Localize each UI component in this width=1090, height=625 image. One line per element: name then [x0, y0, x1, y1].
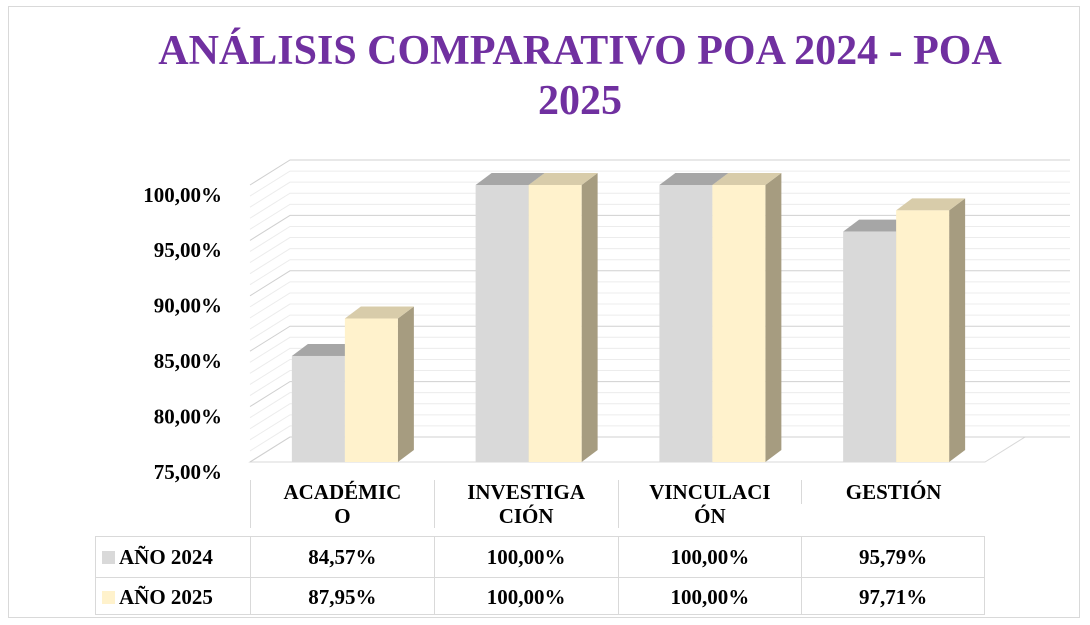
legend-entry: AÑO 2024 [95, 536, 250, 577]
bar [475, 185, 529, 462]
value-label: 84,57% [250, 536, 434, 577]
bar [659, 185, 713, 462]
minor-grid-line [249, 425, 1070, 452]
y-tick-label: 80,00% [154, 404, 222, 428]
minor-grid-line [249, 281, 1070, 308]
category-label: ACADÉMICO [250, 480, 434, 528]
y-tick-label: 90,00% [154, 294, 222, 318]
value-label: 100,00% [433, 536, 618, 577]
minor-grid-line [249, 403, 1070, 430]
minor-grid-line [249, 336, 1070, 363]
minor-grid-line [249, 314, 1070, 341]
minor-grid-line [249, 303, 1070, 330]
minor-grid-line [249, 292, 1070, 319]
grid-line [249, 159, 1070, 186]
grid-line [249, 270, 1070, 297]
minor-grid-line [249, 192, 1070, 219]
value-label: 100,00% [617, 536, 802, 577]
y-tick-label: 85,00% [154, 349, 222, 373]
minor-grid-line [249, 203, 1070, 230]
bar [896, 210, 950, 462]
category-label: VINCULACIÓN [617, 480, 802, 528]
category-label: GESTIÓN [801, 480, 985, 504]
value-label: 97,71% [801, 577, 985, 615]
bar [344, 318, 398, 462]
chart-frame [8, 6, 1080, 618]
category-label: INVESTIGACIÓN [433, 480, 618, 528]
legend-swatch [102, 551, 115, 564]
bar-top [291, 343, 361, 356]
bar-top [712, 173, 782, 185]
bar [712, 185, 766, 462]
minor-grid-line [249, 370, 1070, 396]
bar-side [765, 173, 782, 462]
legend-swatch [102, 591, 115, 604]
legend-label: AÑO 2025 [119, 585, 213, 609]
value-label: 100,00% [433, 577, 618, 615]
bar-top [528, 173, 598, 185]
minor-grid-line [249, 414, 1070, 441]
grid-line [249, 381, 1070, 408]
y-tick-label: 95,00% [154, 238, 222, 262]
minor-grid-line [249, 181, 1070, 208]
minor-grid-line [249, 248, 1070, 275]
minor-grid-line [249, 225, 1070, 252]
bar [528, 185, 582, 462]
bar-side [397, 306, 414, 462]
legend-label: AÑO 2024 [119, 545, 213, 569]
bar-side [949, 198, 966, 462]
bar [843, 231, 897, 462]
bar-top [344, 306, 414, 319]
minor-grid-line [249, 392, 1070, 419]
value-label: 87,95% [250, 577, 434, 615]
grid-line [249, 436, 1070, 463]
minor-grid-line [249, 237, 1070, 263]
value-label: 95,79% [801, 536, 985, 577]
chart-title: ANÁLISIS COMPARATIVO POA 2024 - POA 2025 [158, 28, 1002, 124]
bar-top [659, 173, 729, 185]
bar-top [896, 198, 966, 211]
minor-grid-line [249, 347, 1070, 374]
value-label: 100,00% [617, 577, 802, 615]
minor-grid-line [249, 170, 1070, 197]
y-tick-label: 100,00% [143, 183, 222, 207]
y-tick-label: 75,00% [154, 460, 222, 484]
grid-line [249, 325, 1070, 352]
bar-top [843, 219, 913, 232]
bar-side [581, 173, 598, 462]
bar-top [475, 173, 545, 185]
minor-grid-line [249, 259, 1070, 286]
bar [291, 355, 345, 462]
legend-entry: AÑO 2025 [95, 577, 250, 615]
grid-line [249, 214, 1070, 241]
minor-grid-line [249, 358, 1070, 385]
